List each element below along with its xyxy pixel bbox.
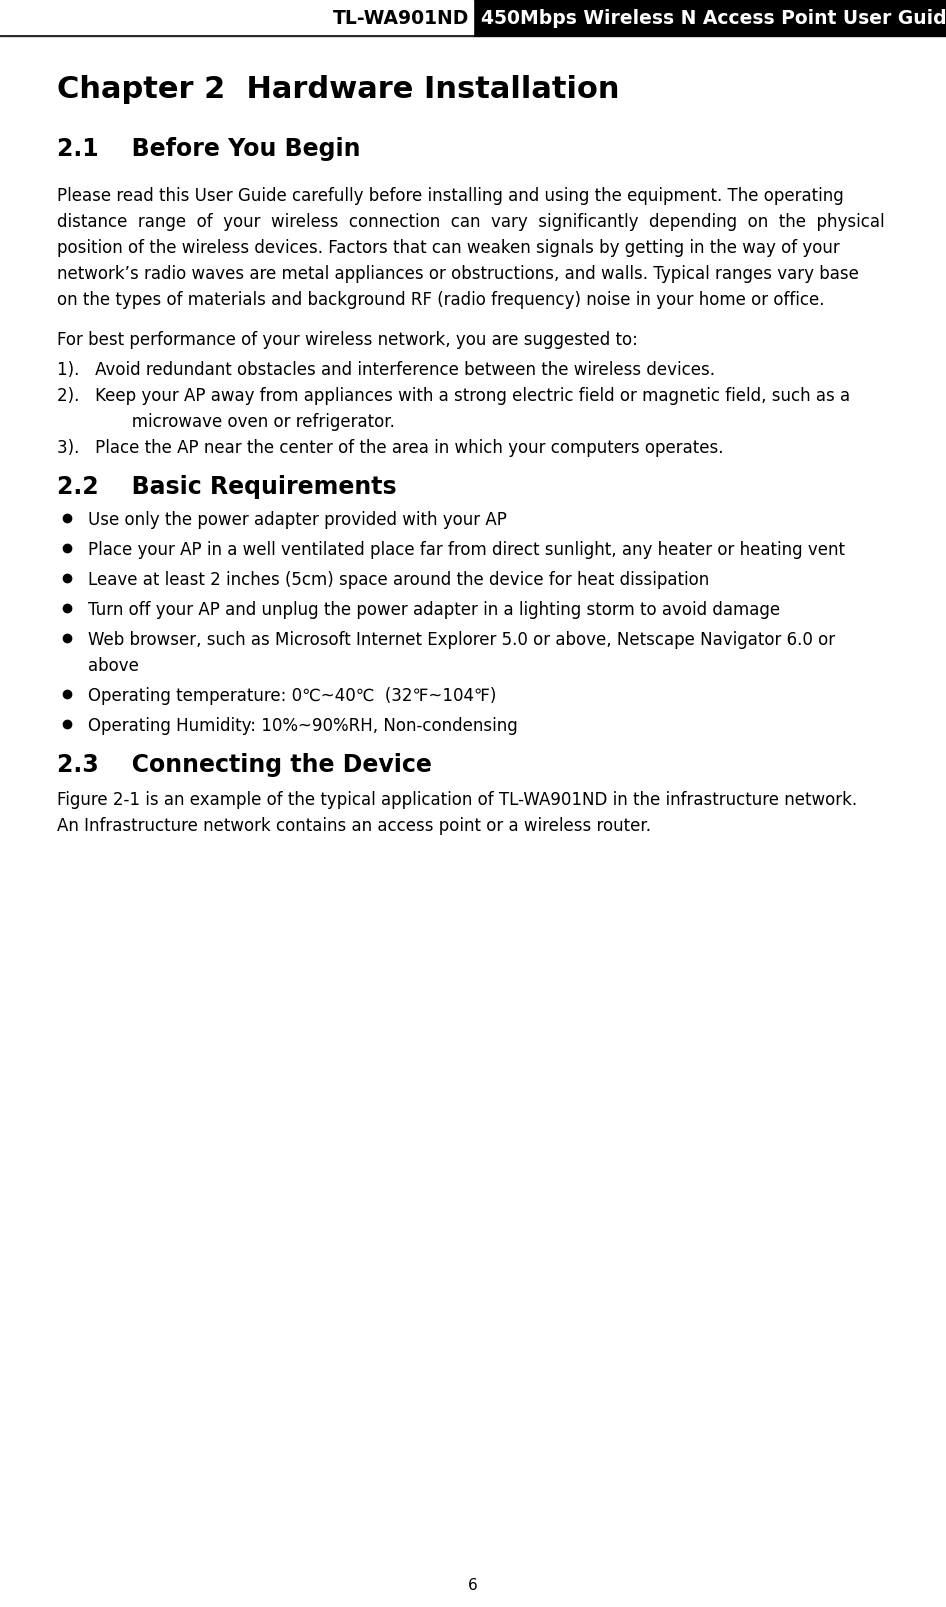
- Text: 3).   Place the AP near the center of the area in which your computers operates.: 3). Place the AP near the center of the …: [57, 439, 724, 456]
- Text: 2).   Keep your AP away from appliances with a strong electric field or magnetic: 2). Keep your AP away from appliances wi…: [57, 387, 850, 405]
- Bar: [0, 0, 473, 35]
- Text: For best performance of your wireless network, you are suggested to:: For best performance of your wireless ne…: [57, 331, 638, 349]
- Text: 450Mbps Wireless N Access Point User Guide: 450Mbps Wireless N Access Point User Gui…: [481, 8, 946, 27]
- Text: network’s radio waves are metal appliances or obstructions, and walls. Typical r: network’s radio waves are metal applianc…: [57, 265, 859, 283]
- Bar: [0, 0, 946, 35]
- Text: position of the wireless devices. Factors that can weaken signals by getting in : position of the wireless devices. Factor…: [57, 239, 840, 257]
- Text: Leave at least 2 inches (5cm) space around the device for heat dissipation: Leave at least 2 inches (5cm) space arou…: [88, 570, 710, 590]
- Text: Web browser, such as Microsoft Internet Explorer 5.0 or above, Netscape Navigato: Web browser, such as Microsoft Internet …: [88, 632, 835, 649]
- Text: Operating temperature: 0℃~40℃  (32℉~104℉): Operating temperature: 0℃~40℃ (32℉~104℉): [88, 688, 497, 705]
- Text: 1).   Avoid redundant obstacles and interference between the wireless devices.: 1). Avoid redundant obstacles and interf…: [57, 362, 715, 379]
- Text: 2.3    Connecting the Device: 2.3 Connecting the Device: [57, 754, 432, 778]
- Text: 6: 6: [468, 1578, 478, 1593]
- Text: TL-WA901ND: TL-WA901ND: [333, 8, 469, 27]
- Text: Figure 2-1 is an example of the typical application of TL-WA901ND in the infrast: Figure 2-1 is an example of the typical …: [57, 791, 857, 808]
- Text: Operating Humidity: 10%~90%RH, Non-condensing: Operating Humidity: 10%~90%RH, Non-conde…: [88, 717, 517, 734]
- Text: 2.2    Basic Requirements: 2.2 Basic Requirements: [57, 476, 396, 500]
- Text: Chapter 2  Hardware Installation: Chapter 2 Hardware Installation: [57, 76, 620, 104]
- Text: distance  range  of  your  wireless  connection  can  vary  significantly  depen: distance range of your wireless connecti…: [57, 214, 885, 231]
- Text: 2.1    Before You Begin: 2.1 Before You Begin: [57, 137, 360, 161]
- Text: above: above: [88, 657, 139, 675]
- Text: An Infrastructure network contains an access point or a wireless router.: An Infrastructure network contains an ac…: [57, 816, 651, 836]
- Text: Place your AP in a well ventilated place far from direct sunlight, any heater or: Place your AP in a well ventilated place…: [88, 542, 845, 559]
- Text: Please read this User Guide carefully before installing and using the equipment.: Please read this User Guide carefully be…: [57, 186, 844, 206]
- Text: microwave oven or refrigerator.: microwave oven or refrigerator.: [95, 413, 394, 431]
- Text: Turn off your AP and unplug the power adapter in a lighting storm to avoid damag: Turn off your AP and unplug the power ad…: [88, 601, 780, 619]
- Text: on the types of materials and background RF (radio frequency) noise in your home: on the types of materials and background…: [57, 291, 825, 309]
- Text: Use only the power adapter provided with your AP: Use only the power adapter provided with…: [88, 511, 507, 529]
